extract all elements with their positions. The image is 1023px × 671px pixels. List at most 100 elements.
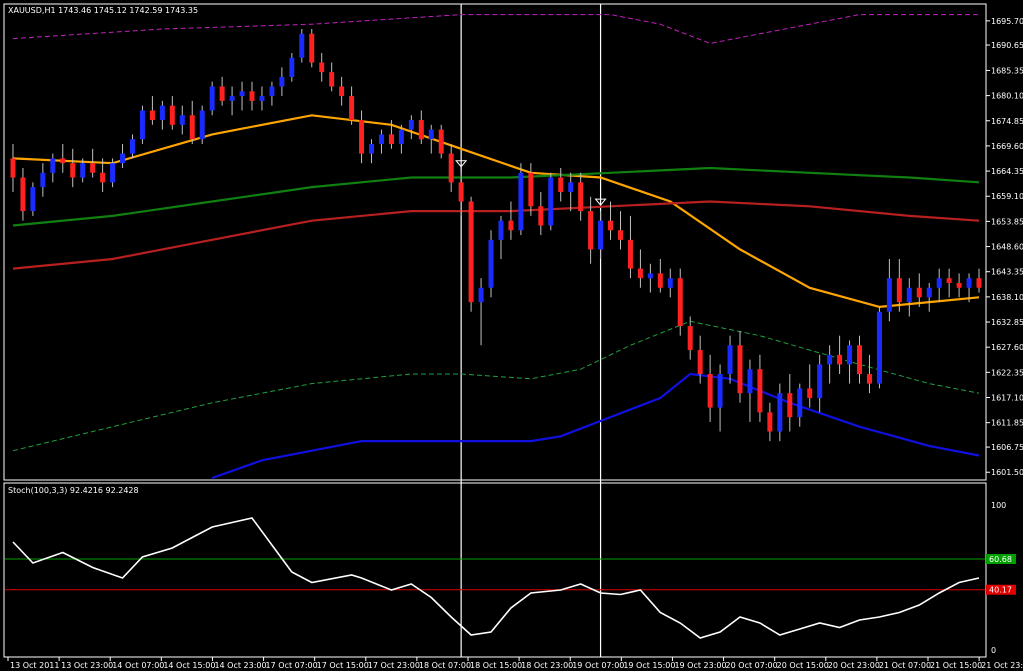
candle-body [697,350,703,375]
candle-body [458,182,464,202]
candle-body [757,369,763,413]
candle-body [70,163,76,178]
x-tick-label: 19 Oct 07:00 [572,661,624,670]
candle-body [110,163,116,183]
y-tick-label: 1611.85 [991,419,1023,428]
candle-body [339,86,345,97]
candle-body [468,201,474,303]
candle-body [199,110,205,140]
y-tick-label: 1601.50 [991,468,1023,477]
magenta-band-line [12,14,979,44]
stoch-panel-frame [3,482,987,658]
candle-body [159,105,165,121]
candle-body [687,326,693,351]
candle-body [369,144,375,154]
y-tick-label: 1669.60 [991,142,1023,151]
x-tick-label: 18 Oct 23:00 [521,661,573,670]
y-tick-label: 1664.35 [991,167,1023,176]
candle-body [896,278,902,303]
candle-body [657,273,663,288]
candle-body [139,110,145,140]
y-tick-label: 1690.65 [991,41,1023,50]
green-ma-line [12,166,980,227]
candle-body [478,287,484,303]
candle-body [80,163,86,178]
x-tick-label: 21 Oct 23:00 [981,661,1023,670]
candle-body [857,345,863,375]
candle-body [90,163,96,173]
stoch-level-label: 60.68 [989,555,1012,564]
candle-body [946,278,952,283]
candle-body [568,182,574,192]
candle-body [936,278,942,288]
y-tick-label: 1606.75 [991,443,1023,452]
x-tick-label: 21 Oct 07:00 [879,661,931,670]
candle-body [20,177,26,212]
y-tick-label: 1632.85 [991,318,1023,327]
stoch-header: Stoch(100,3,3) 92.4216 92.2428 [8,486,139,495]
candle-body [40,172,46,188]
candle-body [319,62,325,73]
candle-body [10,158,16,178]
candle-body [727,345,733,375]
candle-body [50,158,56,173]
price-chart[interactable] [10,4,982,657]
y-tick-label: 1638.10 [991,293,1023,302]
axes: 1695.70 1690.65 1685.35 1680.10 1674.85 1669.… [7,17,1023,670]
candle-body [617,230,623,240]
x-tick-label: 13 Oct 23:00 [61,661,113,670]
candle-body [767,412,773,432]
x-tick-label: 17 Oct 07:00 [266,661,318,670]
x-tick-label: 18 Oct 15:00 [470,661,522,670]
candle-body [309,33,315,63]
candle-body [279,76,285,87]
candle-body [448,153,454,183]
candle-body [428,129,434,140]
down-arrow-icon [594,198,607,206]
candle-body [747,369,753,394]
x-tick-label: 20 Oct 15:00 [777,661,829,670]
main-panel-frame [3,3,987,481]
candle-body [229,96,235,101]
candle-body [717,374,723,408]
candle-body [588,211,594,250]
candle-body [647,273,653,279]
stoch-level-tag [986,553,1016,564]
candle-body [209,86,215,111]
y-tick-label: 1674.85 [991,117,1023,126]
candle-body [866,374,872,384]
candle-body [518,172,524,231]
candle-body [438,129,444,154]
y-tick-label: 1659.10 [991,192,1023,201]
red-ma-line [12,200,980,270]
candle-body [249,91,255,101]
stochastic-chart[interactable] [5,517,985,639]
x-tick-label: 20 Oct 23:00 [828,661,880,670]
x-tick-label: 19 Oct 23:00 [674,661,726,670]
candle-body [667,278,673,288]
candle-body [299,33,305,58]
candle-body [608,220,614,231]
candle-body [239,91,245,97]
x-tick-label: 18 Oct 07:00 [419,661,471,670]
candle-body [418,120,424,140]
symbol-header: XAUUSD,H1 1743.46 1745.12 1742.59 1743.3… [8,6,198,15]
candle-body [169,105,175,125]
candle-body [737,345,743,394]
candle-body [398,129,404,145]
candle-body [129,139,135,154]
candle-body [916,287,922,298]
candle-body [349,96,355,121]
candle-body [219,86,225,101]
candle-body [777,393,783,432]
candle-body [378,134,384,145]
candle-body [797,388,803,418]
y-tick-label: 1648.60 [991,243,1023,252]
candle-body [876,311,882,384]
x-tick-label: 17 Oct 23:00 [368,661,420,670]
x-tick-label: 13 Oct 2011 [10,661,59,670]
stoch-level-label: 40.17 [989,586,1012,595]
candle-body [966,278,972,288]
candle-body [827,354,833,365]
